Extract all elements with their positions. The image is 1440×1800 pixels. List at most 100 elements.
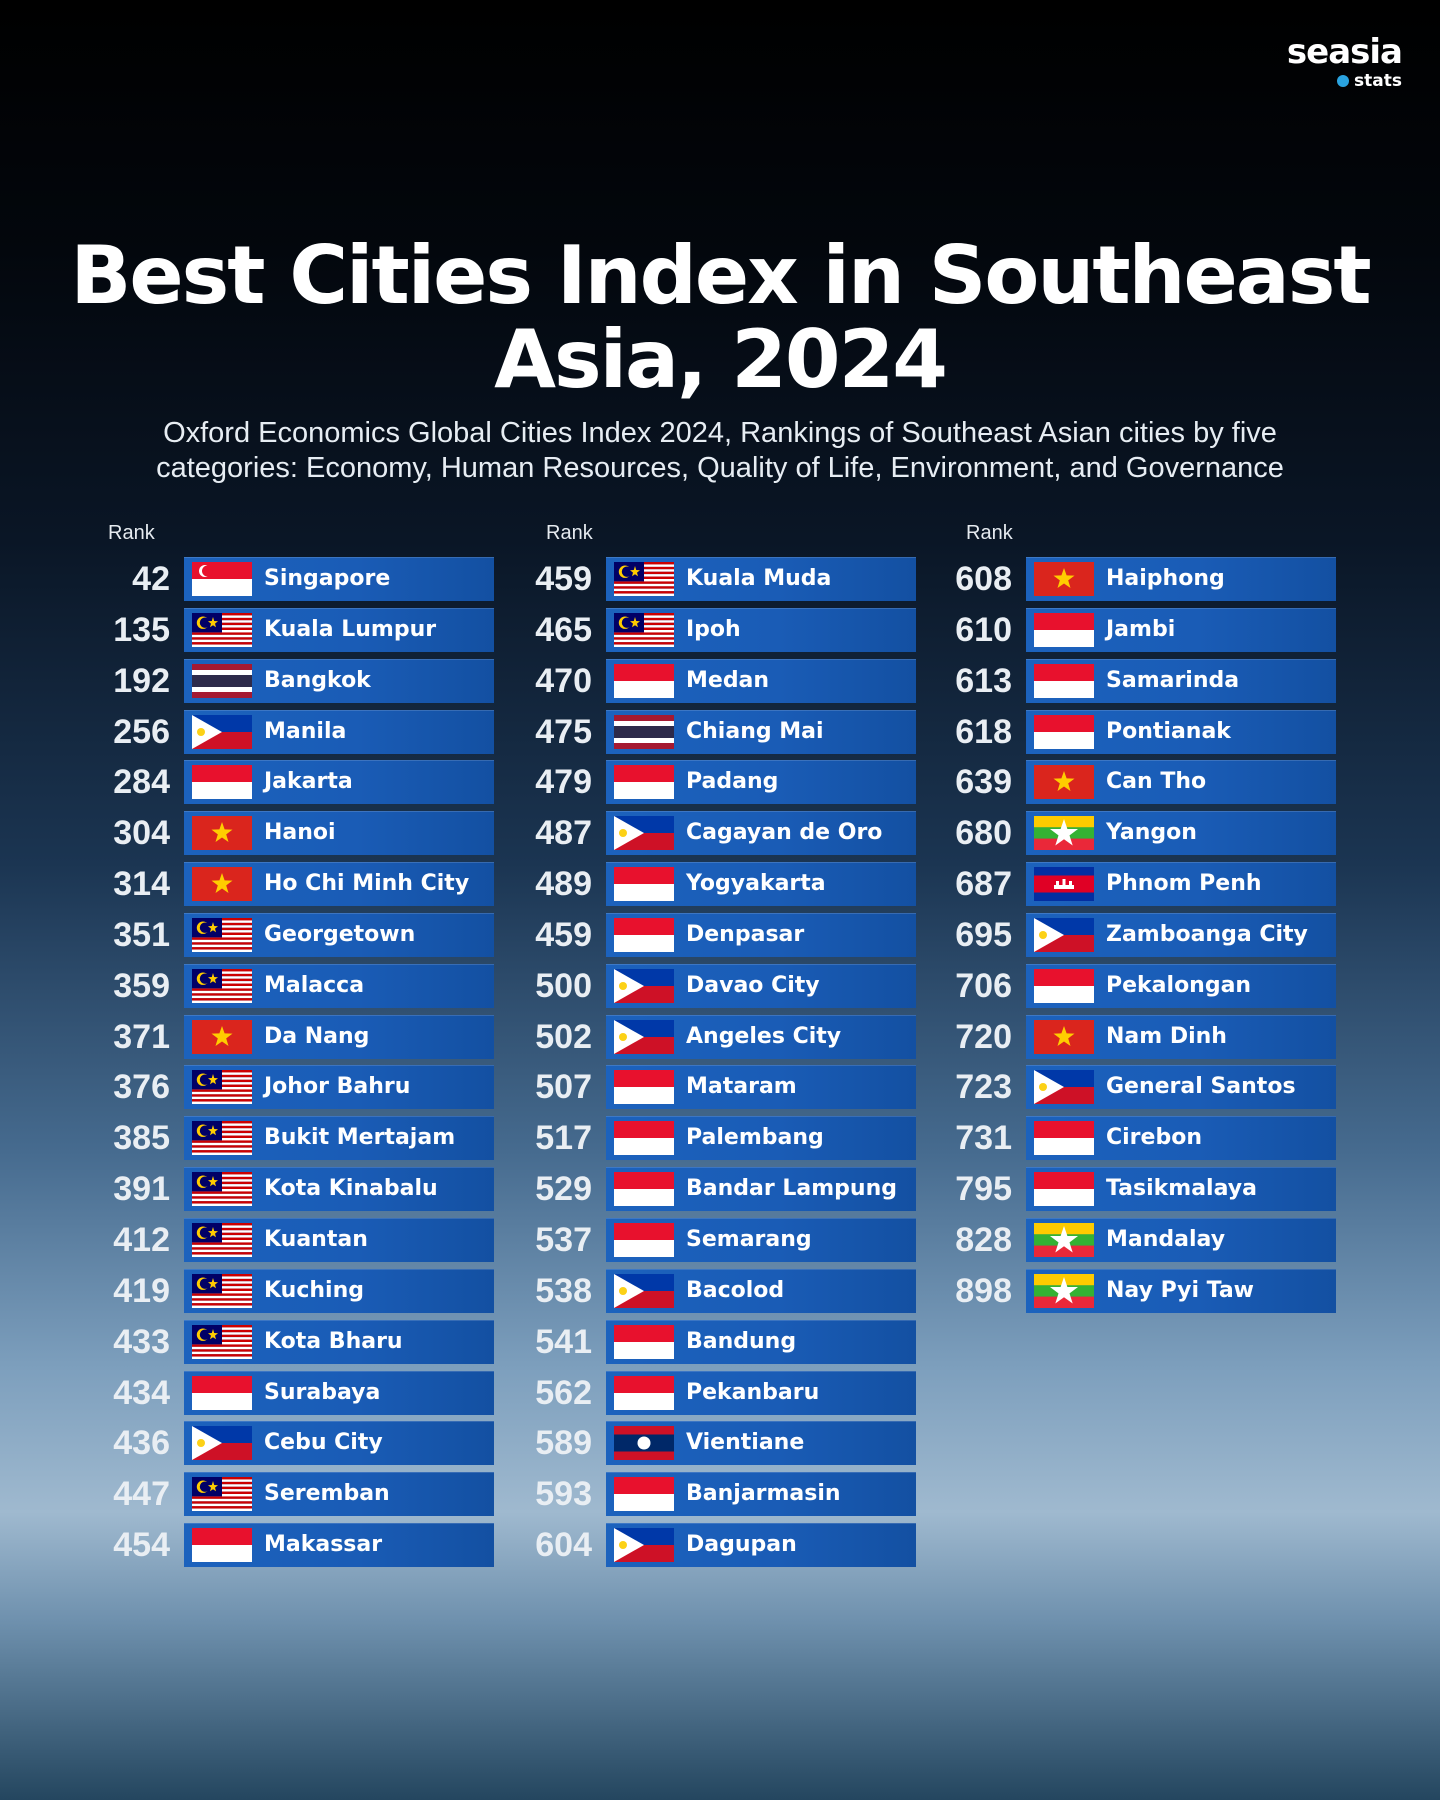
- rank-value: 562: [535, 1373, 592, 1412]
- rank-value: 828: [955, 1220, 1012, 1259]
- vietnam-flag-icon: [192, 816, 252, 851]
- rank-value: 434: [113, 1373, 170, 1412]
- city-bar: Jakarta: [184, 760, 494, 805]
- city-bar: Davao City: [606, 963, 916, 1008]
- city-name: Semarang: [686, 1226, 812, 1252]
- city-name: Bukit Mertajam: [264, 1125, 456, 1151]
- city-bar: Surabaya: [184, 1370, 494, 1415]
- indonesia-flag-icon: [1034, 714, 1094, 749]
- city-bar: Kota Kinabalu: [184, 1167, 494, 1212]
- vietnam-flag-icon: [1034, 562, 1094, 596]
- city-name: Ho Chi Minh City: [264, 871, 470, 897]
- city-bar: Chiang Mai: [606, 709, 916, 754]
- table-row: 608 Haiphong: [942, 557, 1342, 601]
- malaysia-flag-icon: [192, 1070, 252, 1105]
- rank-value: 604: [535, 1526, 592, 1565]
- table-row: 304 Hanoi: [100, 811, 500, 856]
- city-bar: Dagupan: [606, 1523, 916, 1568]
- rank-value: 359: [113, 966, 170, 1005]
- city-bar: Pekalongan: [1026, 963, 1336, 1008]
- city-bar: Semarang: [606, 1217, 916, 1262]
- city-bar: Angeles City: [606, 1014, 916, 1059]
- table-row: 562 Pekanbaru: [522, 1370, 922, 1415]
- rank-value: 376: [113, 1068, 170, 1107]
- city-name: Manila: [264, 718, 347, 744]
- city-bar: Bandung: [606, 1319, 916, 1364]
- myanmar-flag-icon: [1034, 1222, 1094, 1257]
- malaysia-flag-icon: [192, 1273, 252, 1308]
- table-row: 723 General Santos: [942, 1065, 1342, 1110]
- city-bar: Bacolod: [606, 1268, 916, 1313]
- rank-value: 507: [535, 1068, 592, 1107]
- rank-value: 795: [955, 1170, 1012, 1209]
- city-bar: Da Nang: [184, 1014, 494, 1059]
- table-row: 795 Tasikmalaya: [942, 1167, 1342, 1212]
- city-name: Can Tho: [1106, 769, 1207, 795]
- table-row: 284 Jakarta: [100, 760, 500, 805]
- rank-header: Rank: [108, 522, 155, 544]
- city-name: Surabaya: [264, 1379, 381, 1405]
- table-row: 371 Da Nang: [100, 1014, 500, 1059]
- city-name: Bandung: [686, 1328, 797, 1354]
- vietnam-flag-icon: [1034, 765, 1094, 800]
- philippines-flag-icon: [614, 1019, 674, 1054]
- city-name: Samarinda: [1106, 667, 1240, 693]
- city-name: Palembang: [686, 1125, 824, 1151]
- city-name: Bangkok: [264, 667, 371, 693]
- rank-value: 687: [955, 865, 1012, 904]
- table-row: 529 Bandar Lampung: [522, 1167, 922, 1212]
- city-bar: Denpasar: [606, 912, 916, 957]
- city-name: Denpasar: [686, 921, 805, 947]
- city-name: Dagupan: [686, 1532, 797, 1558]
- table-row: 487 Cagayan de Oro: [522, 811, 922, 856]
- rank-value: 385: [113, 1119, 170, 1158]
- rank-value: 475: [535, 712, 592, 751]
- rank-value: 42: [132, 560, 170, 598]
- rank-header: Rank: [546, 522, 593, 544]
- brand-logo: seasia stats: [1287, 34, 1403, 90]
- table-row: 507 Mataram: [522, 1065, 922, 1110]
- rank-value: 723: [955, 1068, 1012, 1107]
- city-name: Medan: [686, 667, 770, 693]
- table-row: 604 Dagupan: [522, 1523, 922, 1568]
- city-bar: Haiphong: [1026, 557, 1336, 601]
- table-row: 898 Nay Pyi Taw: [942, 1268, 1342, 1313]
- rank-value: 351: [113, 915, 170, 954]
- brand-sub: stats: [1287, 72, 1402, 90]
- city-name: Pekanbaru: [686, 1379, 820, 1405]
- indonesia-flag-icon: [614, 1477, 674, 1512]
- cambodia-flag-icon: [1034, 867, 1094, 902]
- table-row: 256 Manila: [100, 709, 500, 754]
- philippines-flag-icon: [192, 714, 252, 749]
- city-name: Nam Dinh: [1106, 1023, 1227, 1049]
- rank-value: 610: [955, 610, 1012, 649]
- philippines-flag-icon: [614, 1528, 674, 1563]
- indonesia-flag-icon: [614, 1324, 674, 1359]
- city-name: Cebu City: [264, 1430, 383, 1456]
- rank-value: 529: [535, 1170, 592, 1209]
- city-bar: General Santos: [1026, 1065, 1336, 1110]
- rank-value: 589: [535, 1424, 592, 1463]
- table-row: 639 Can Tho: [942, 760, 1342, 805]
- indonesia-flag-icon: [614, 1222, 674, 1257]
- city-name: Cirebon: [1106, 1125, 1202, 1151]
- malaysia-flag-icon: [192, 1121, 252, 1156]
- philippines-flag-icon: [1034, 1070, 1094, 1105]
- indonesia-flag-icon: [1034, 612, 1094, 647]
- city-bar: Bukit Mertajam: [184, 1116, 494, 1161]
- city-bar: Ipoh: [606, 607, 916, 652]
- vietnam-flag-icon: [192, 1019, 252, 1054]
- indonesia-flag-icon: [192, 1375, 252, 1410]
- indonesia-flag-icon: [1034, 663, 1094, 698]
- table-row: 720 Nam Dinh: [942, 1014, 1342, 1059]
- rank-value: 433: [113, 1322, 170, 1361]
- rank-value: 436: [113, 1424, 170, 1463]
- malaysia-flag-icon: [614, 562, 674, 596]
- city-name: Mandalay: [1106, 1226, 1226, 1252]
- thailand-flag-icon: [192, 663, 252, 698]
- malaysia-flag-icon: [614, 612, 674, 647]
- table-row: 828 Mandalay: [942, 1217, 1342, 1262]
- city-name: Banjarmasin: [686, 1481, 841, 1507]
- myanmar-flag-icon: [1034, 1273, 1094, 1308]
- table-row: 459 Kuala Muda: [522, 557, 922, 601]
